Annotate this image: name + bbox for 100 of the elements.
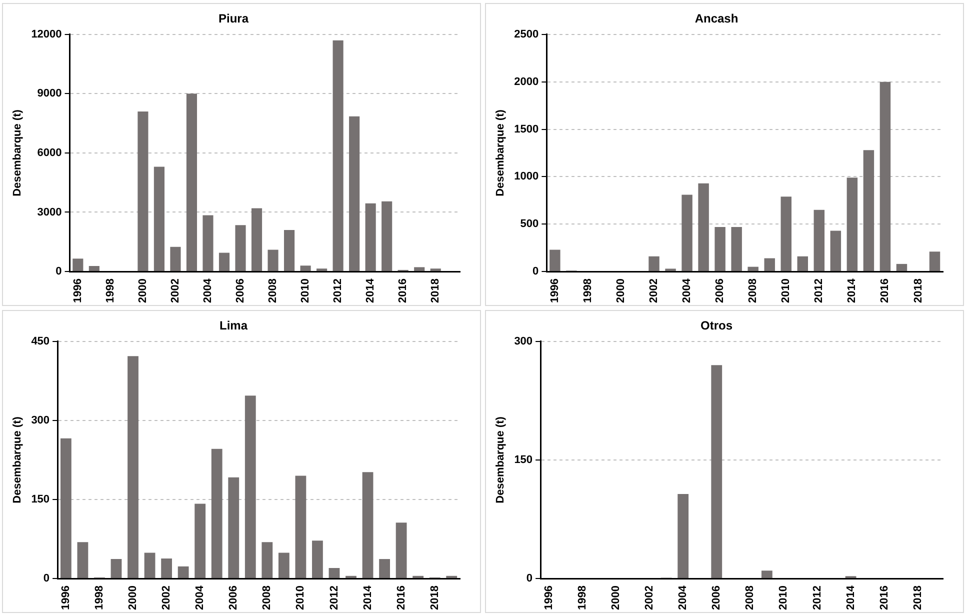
x-tick-label: 2002 <box>170 278 182 304</box>
x-tick-label: 1998 <box>582 278 594 304</box>
y-tick-label: 150 <box>31 494 50 506</box>
bar <box>72 258 84 272</box>
bar <box>332 40 344 272</box>
x-tick-label: 2010 <box>778 586 790 610</box>
bar <box>863 150 874 272</box>
chart-title: Piura <box>218 12 249 26</box>
x-tick-label: 2006 <box>710 586 723 610</box>
y-axis-title: Desembarque (t) <box>12 109 24 196</box>
x-tick-label: 2014 <box>364 278 377 304</box>
bar <box>797 256 808 272</box>
bar <box>295 476 306 578</box>
x-tick-label: 2014 <box>844 584 857 610</box>
bar <box>365 203 376 272</box>
bar <box>312 540 323 578</box>
bar <box>88 266 100 272</box>
bar <box>211 448 222 578</box>
bar <box>202 215 214 272</box>
bar <box>60 438 72 578</box>
x-tick-label: 2012 <box>813 278 826 304</box>
y-tick-label: 12000 <box>31 28 62 40</box>
x-tick-label: 2010 <box>780 278 792 304</box>
bar <box>761 570 772 578</box>
y-tick-label: 300 <box>514 335 533 348</box>
x-tick-label: 2006 <box>228 586 240 610</box>
x-tick-label: 2016 <box>878 586 890 610</box>
x-tick-label: 2006 <box>714 278 726 304</box>
bar <box>880 82 891 272</box>
y-axis-title: Desembarque (t) <box>494 416 507 504</box>
bar <box>138 111 148 272</box>
bar <box>316 268 328 272</box>
x-tick-label: 1998 <box>94 586 106 610</box>
bar <box>178 566 189 578</box>
chart-title: Ancash <box>694 12 738 26</box>
x-tick-label: 2014 <box>362 584 374 610</box>
x-tick-label: 2004 <box>194 584 206 610</box>
x-tick-label: 2008 <box>747 278 760 304</box>
y-axis-title: Desembarque (t) <box>12 416 24 504</box>
x-tick-label: 2016 <box>395 586 408 610</box>
y-tick-label: 0 <box>43 572 50 585</box>
x-tick-label: 1998 <box>576 586 589 610</box>
x-tick-label: 2008 <box>267 278 280 304</box>
bar <box>446 576 458 578</box>
bar <box>161 558 172 578</box>
bar <box>328 568 340 578</box>
y-tick-label: 0 <box>526 572 533 585</box>
y-tick-label: 450 <box>31 335 50 348</box>
y-tick-label: 2000 <box>514 76 539 88</box>
bar <box>430 268 441 272</box>
x-tick-label: 2008 <box>744 586 756 610</box>
bar <box>77 542 88 578</box>
bar <box>665 268 676 272</box>
x-tick-label: 2018 <box>912 586 924 610</box>
x-tick-label: 2014 <box>846 278 858 304</box>
x-tick-label: 1996 <box>72 278 84 304</box>
bar <box>648 256 660 272</box>
x-tick-label: 2002 <box>160 586 173 610</box>
bar <box>284 230 295 272</box>
bar <box>412 576 424 578</box>
x-tick-label: 2018 <box>430 278 442 304</box>
y-tick-label: 300 <box>31 414 50 426</box>
bar <box>300 266 311 272</box>
x-tick-label: 2004 <box>681 278 694 304</box>
x-tick-label: 2000 <box>615 278 628 304</box>
bar <box>678 494 689 578</box>
bar <box>170 246 181 272</box>
x-tick-label: 2018 <box>428 586 441 610</box>
y-tick-label: 9000 <box>37 88 62 100</box>
x-tick-label: 2002 <box>648 278 660 304</box>
bar <box>396 522 407 578</box>
x-tick-label: 2002 <box>644 586 656 610</box>
x-tick-label: 1996 <box>542 586 555 610</box>
bar <box>268 250 278 272</box>
bar <box>748 266 758 272</box>
x-tick-label: 1996 <box>60 586 72 610</box>
x-tick-label: 2008 <box>261 586 274 610</box>
x-tick-label: 1996 <box>548 278 561 304</box>
bar <box>379 559 390 578</box>
y-tick-label: 1000 <box>514 170 539 183</box>
y-tick-label: 6000 <box>37 146 62 159</box>
y-tick-label: 0 <box>56 266 62 278</box>
bar <box>144 552 156 578</box>
x-tick-label: 2018 <box>912 278 924 304</box>
bar <box>228 477 240 578</box>
bar <box>929 252 940 272</box>
bar <box>362 472 374 578</box>
bar <box>346 576 356 578</box>
x-tick-label: 2006 <box>234 278 247 304</box>
bar <box>780 196 792 272</box>
x-tick-label: 2010 <box>294 586 307 610</box>
bar <box>711 365 722 578</box>
x-tick-label: 2012 <box>811 586 824 610</box>
bar <box>154 166 164 272</box>
bar <box>414 267 425 272</box>
y-tick-label: 1500 <box>514 123 539 136</box>
y-axis-title: Desembarque (t) <box>494 109 507 196</box>
bar <box>235 225 246 272</box>
x-tick-label: 2012 <box>332 278 344 304</box>
x-tick-label: 2000 <box>136 278 149 304</box>
